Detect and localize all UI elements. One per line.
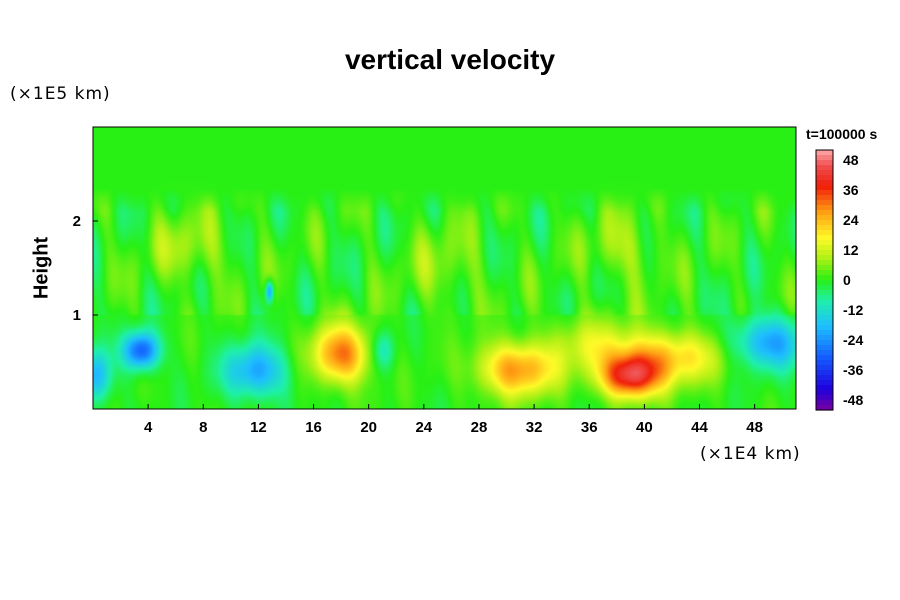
x-tick-label: 32: [526, 419, 543, 436]
time-label: t=100000 s: [806, 126, 878, 142]
plot-area: [92, 126, 797, 410]
colorbar-band: [816, 250, 833, 256]
colorbar-band: [816, 190, 833, 196]
x-tick-label: 16: [305, 419, 322, 436]
colorbar-band: [816, 405, 833, 411]
y-axis: 12: [73, 213, 98, 324]
colorbar-tick-label: -24: [843, 332, 863, 348]
x-tick-label: 24: [415, 419, 432, 436]
colorbar-band: [816, 175, 833, 181]
colorbar-band: [816, 155, 833, 161]
colorbar: 48 36 24 12 0 -12 -24 -36 -48: [815, 149, 863, 411]
colorbar-band: [816, 305, 833, 311]
colorbar-band: [816, 215, 833, 221]
x-tick-label: 48: [746, 419, 763, 436]
x-axis: 4 8 12 16 20 24 28 32 36 40 44 48: [144, 404, 763, 436]
colorbar-band: [816, 225, 833, 231]
colorbar-band: [816, 180, 833, 186]
x-tick-label: 28: [471, 419, 488, 436]
colorbar-band: [816, 230, 833, 236]
colorbar-band: [816, 160, 833, 166]
colorbar-tick-label: -48: [843, 392, 863, 408]
colorbar-band: [816, 325, 833, 331]
colorbar-band: [816, 270, 833, 276]
colorbar-tick-label: 24: [843, 212, 859, 228]
x-axis-unit: (×1E4 km): [700, 444, 801, 464]
colorbar-band: [816, 295, 833, 301]
colorbar-band: [816, 320, 833, 326]
x-tick-label: 12: [250, 419, 267, 436]
colorbar-band: [816, 375, 833, 381]
colorbar-band: [816, 340, 833, 346]
colorbar-band: [816, 390, 833, 396]
colorbar-band: [816, 310, 833, 316]
colorbar-band: [816, 350, 833, 356]
colorbar-band: [816, 335, 833, 341]
colorbar-band: [816, 360, 833, 366]
colorbar-band: [816, 150, 833, 156]
colorbar-band: [816, 220, 833, 226]
colorbar-band: [816, 380, 833, 386]
plot-frame: [92, 126, 797, 410]
colorbar-band: [816, 210, 833, 216]
colorbar-band: [816, 400, 833, 406]
x-tick-label: 8: [199, 419, 207, 436]
y-tick-label: 1: [73, 307, 81, 324]
y-axis-unit: (×1E5 km): [10, 84, 111, 104]
colorbar-tick-label: -12: [843, 302, 863, 318]
y-tick-label: 2: [73, 213, 81, 230]
colorbar-band: [816, 200, 833, 206]
colorbar-band: [816, 265, 833, 271]
velocity-field: [93, 127, 796, 409]
colorbar-tick-label: 0: [843, 272, 851, 288]
colorbar-frame: [815, 149, 834, 411]
colorbar-band: [816, 165, 833, 171]
colorbar-band: [816, 245, 833, 251]
colorbar-tick-label: -36: [843, 362, 863, 378]
colorbar-band: [816, 395, 833, 401]
x-tick-label: 36: [581, 419, 598, 436]
colorbar-band: [816, 275, 833, 281]
colorbar-band: [816, 255, 833, 261]
colorbar-band: [816, 235, 833, 241]
colorbar-band: [816, 280, 833, 286]
colorbar-band: [816, 365, 833, 371]
colorbar-band: [816, 290, 833, 296]
colorbar-band: [816, 385, 833, 391]
colorbar-band: [816, 170, 833, 176]
colorbar-band: [816, 285, 833, 291]
colorbar-band: [816, 185, 833, 191]
colorbar-band: [816, 315, 833, 321]
colorbar-tick-label: 36: [843, 182, 859, 198]
x-tick-label: 20: [360, 419, 377, 436]
colorbar-band: [816, 205, 833, 211]
colorbar-band: [816, 355, 833, 361]
colorbar-band: [816, 370, 833, 376]
colorbar-band: [816, 240, 833, 246]
chart-title: vertical velocity: [344, 44, 556, 75]
colorbar-band: [816, 345, 833, 351]
colorbar-band: [816, 260, 833, 266]
colorbar-tick-label: 48: [843, 152, 859, 168]
x-tick-label: 44: [691, 419, 708, 436]
x-tick-label: 40: [636, 419, 653, 436]
x-tick-label: 4: [144, 419, 153, 436]
colorbar-band: [816, 195, 833, 201]
colorbar-band: [816, 330, 833, 336]
colorbar-tick-label: 12: [843, 242, 859, 258]
colorbar-band: [816, 300, 833, 306]
